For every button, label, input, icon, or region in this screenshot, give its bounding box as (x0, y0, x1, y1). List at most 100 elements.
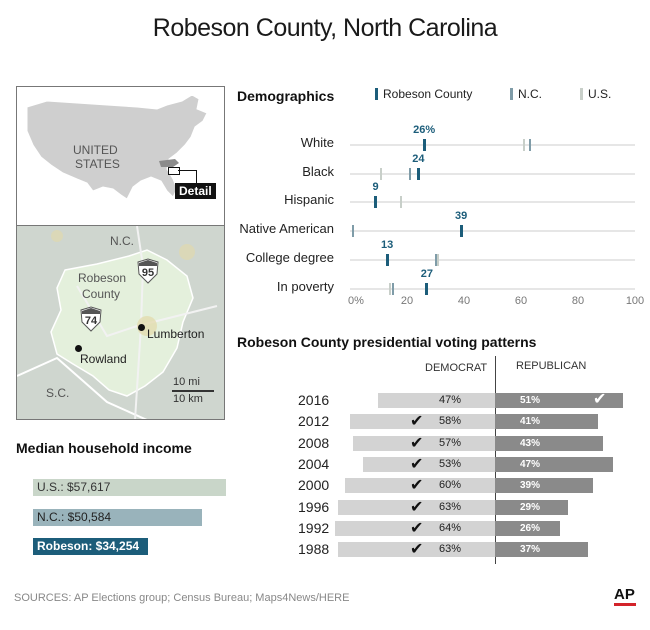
demographic-marker-robeson (422, 139, 426, 151)
democrat-bar (335, 521, 495, 536)
democrat-header: DEMOCRAT (425, 362, 488, 374)
election-year-label: 2016 (298, 392, 330, 408)
interstate-74-shield-icon (80, 306, 102, 332)
demographics-title: Demographics (237, 88, 335, 104)
demographic-marker-robeson (416, 168, 420, 180)
democrat-winner-check-icon: ✔ (410, 435, 424, 452)
city-label-lumberton: Lumberton (147, 327, 205, 341)
republican-bar (495, 414, 598, 429)
demographic-track (350, 288, 635, 290)
rowland-dot-icon (75, 345, 82, 352)
legend-swatch (510, 88, 513, 100)
demographic-marker-robeson (374, 196, 378, 208)
democrat-bar (352, 436, 495, 451)
locator-map: UNITED STATES Detail N.C. S.C. Robeson C… (16, 86, 225, 420)
county-label-line1: Robeson (78, 271, 127, 285)
income-bar (33, 509, 202, 526)
demographic-marker-us (522, 139, 525, 151)
republican-bar (495, 393, 623, 408)
scale-mi-label: 10 mi (173, 376, 200, 388)
legend-swatch (375, 88, 378, 100)
democrat-value-label: 60% (438, 479, 461, 491)
interstate-74-label: 74 (84, 315, 98, 327)
demographic-marker-us (400, 196, 403, 208)
demographic-marker-nc (528, 139, 531, 151)
republican-header: REPUBLICAN (516, 360, 587, 372)
state-border-line (17, 356, 148, 419)
democrat-winner-check-icon: ✔ (410, 520, 424, 537)
republican-bar (495, 457, 613, 472)
republican-bar (495, 521, 560, 536)
democrat-bar (337, 500, 495, 515)
democrat-winner-check-icon: ✔ (410, 541, 424, 558)
democrat-winner-check-icon: ✔ (410, 477, 424, 494)
income-bar (33, 479, 226, 496)
demographic-marker-us (380, 168, 383, 180)
republican-value-label: 29% (520, 502, 541, 513)
democrat-bar (345, 478, 495, 493)
republican-value-label: 51% (520, 395, 541, 406)
election-year-label: 1988 (298, 541, 330, 557)
nc-highlight-shape (159, 159, 179, 167)
legend-label: Robeson County (383, 87, 473, 101)
demographic-marker-nc (391, 283, 394, 295)
demographic-track (350, 259, 635, 261)
democrat-bar (337, 542, 495, 557)
axis-tick-label: 0% (348, 295, 364, 307)
democrat-value-label: 58% (438, 415, 461, 427)
county-shape (50, 249, 194, 397)
republican-bar (495, 478, 593, 493)
sources-note: SOURCES: AP Elections group; Census Bure… (14, 592, 350, 604)
ap-logo-underline (614, 603, 636, 606)
axis-tick-label: 100 (625, 295, 645, 307)
election-year-label: 2000 (298, 477, 330, 493)
democrat-winner-check-icon: ✔ (410, 499, 424, 516)
demographic-marker-robeson (459, 225, 463, 237)
republican-value-label: 26% (520, 523, 541, 534)
democrat-value-label: 57% (438, 437, 461, 449)
scale-bar (172, 390, 214, 392)
democrat-value-label: 64% (438, 522, 461, 534)
income-bar-label: N.C.: $50,584 (37, 510, 112, 524)
democrat-winner-check-icon: ✔ (410, 413, 424, 430)
demographic-value-label: 26% (413, 124, 436, 136)
democrat-winner-check-icon: ✔ (410, 456, 424, 473)
legend-label: N.C. (518, 87, 542, 101)
democrat-value-label: 63% (438, 543, 461, 555)
democrat-bar (377, 393, 495, 408)
demographic-value-label: 27 (420, 268, 434, 280)
demographic-marker-nc (351, 225, 354, 237)
democrat-value-label: 47% (438, 394, 461, 406)
us-label-line1: UNITED (73, 143, 118, 157)
demographic-value-label: 24 (412, 153, 425, 165)
republican-value-label: 41% (520, 416, 541, 427)
republican-bar (495, 436, 603, 451)
income-bar-label: Robeson: $34,254 (37, 539, 140, 553)
us-label-line2: STATES (75, 157, 120, 171)
demographic-category-label: Black (302, 164, 334, 179)
nc-label: N.C. (110, 234, 134, 248)
demographic-category-label: Native American (239, 221, 334, 236)
demographic-value-label: 13 (380, 239, 394, 251)
axis-tick-label: 80 (571, 295, 585, 307)
axis-tick-label: 60 (514, 295, 528, 307)
sc-label: S.C. (46, 386, 70, 400)
democrat-bar (362, 457, 495, 472)
demographic-category-label: White (300, 135, 334, 150)
detail-leader-line (178, 170, 196, 171)
axis-tick-label: 40 (457, 295, 471, 307)
town-blob-3 (51, 230, 63, 242)
election-year-label: 1992 (298, 520, 330, 536)
demographic-marker-robeson (385, 254, 389, 266)
demographic-value-label: 39 (454, 210, 468, 222)
town-blob (137, 316, 157, 336)
demographic-track (350, 230, 635, 232)
interstate-95-label: 95 (141, 267, 155, 279)
election-year-label: 2012 (298, 413, 330, 429)
demographic-track (350, 173, 635, 175)
republican-winner-check-icon: ✔ (593, 391, 607, 408)
election-year-label: 1996 (298, 499, 330, 515)
us-map-panel: UNITED STATES Detail (17, 87, 224, 225)
demographic-marker-nc (408, 168, 411, 180)
detail-leader-line-vertical (196, 170, 197, 184)
